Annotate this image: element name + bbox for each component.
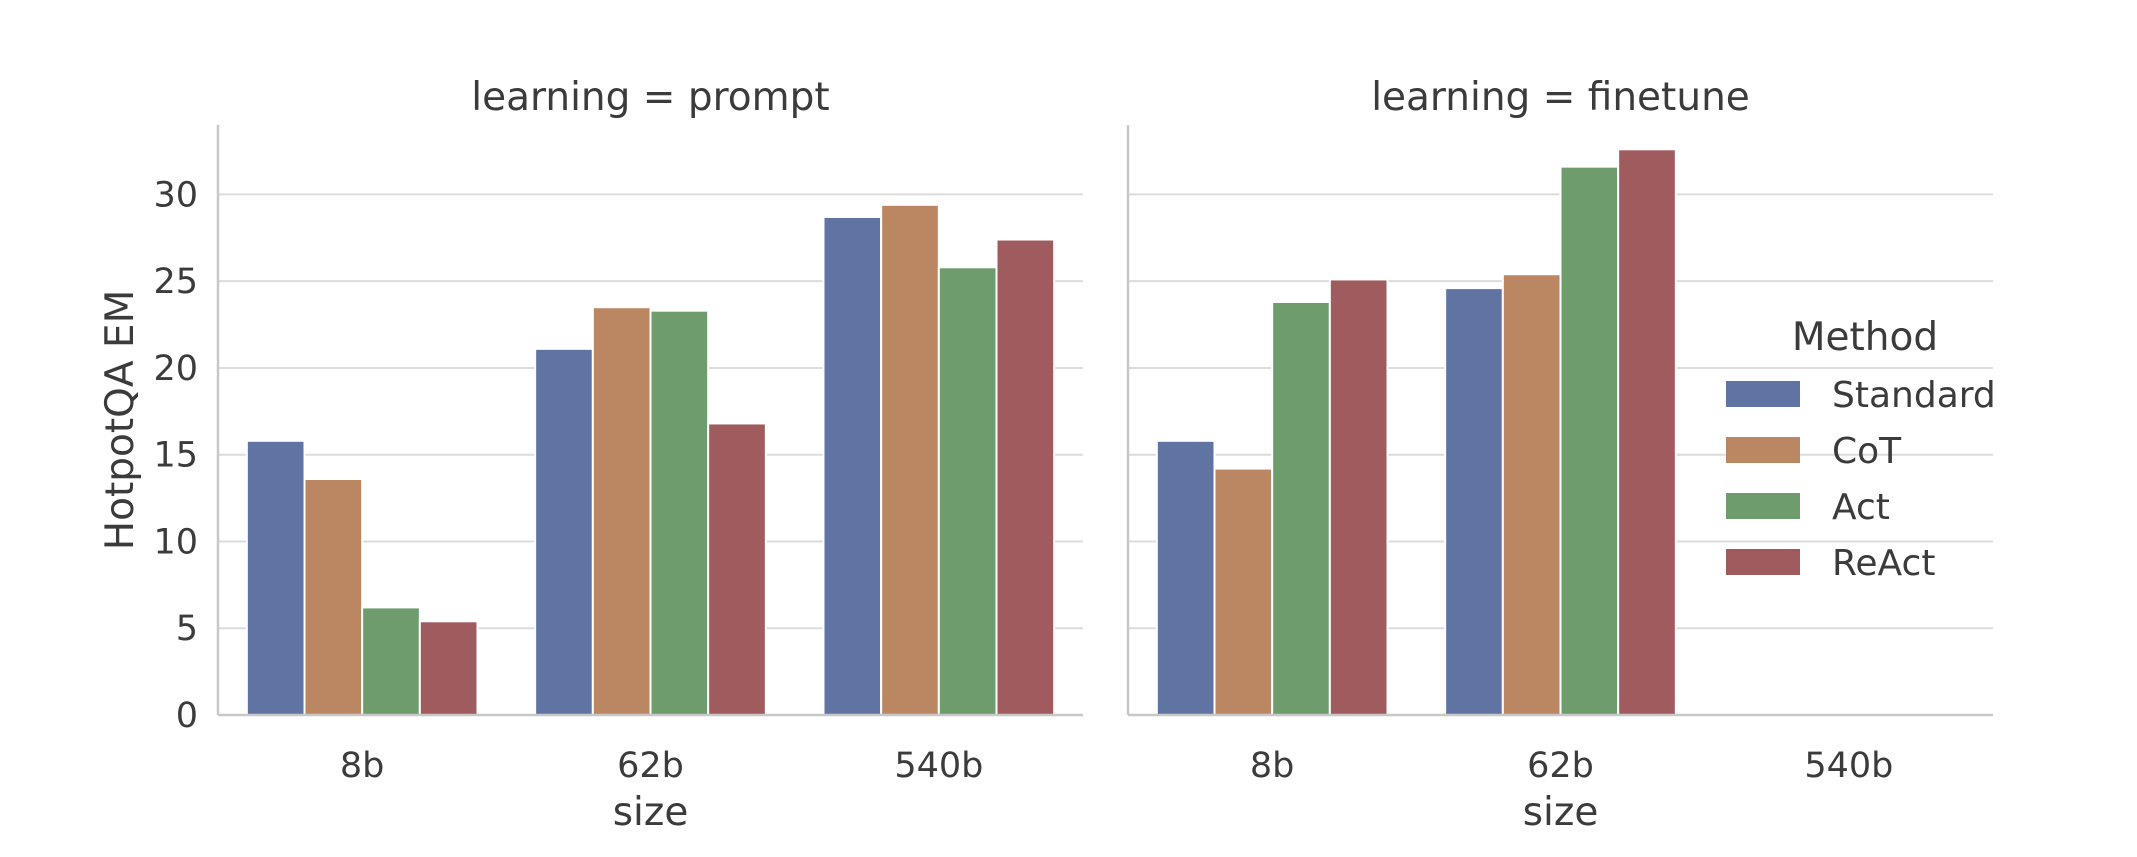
legend-item-standard: Standard	[1726, 375, 1996, 416]
bar-act-8b	[1271, 301, 1331, 716]
panel-title: learning = prompt	[471, 75, 829, 120]
bar-act-540b	[937, 266, 998, 716]
y-tick-label: 5	[176, 609, 198, 649]
bar-standard-540b	[822, 215, 883, 716]
bar-act-8b	[361, 606, 421, 716]
bar-react-62b	[707, 422, 767, 716]
bar-cot-8b	[303, 478, 364, 716]
bar-cot-62b	[591, 306, 652, 716]
x-tick-label-62b: 62b	[617, 746, 684, 786]
bar-react-8b	[1328, 278, 1389, 716]
x-tick-label-62b: 62b	[1527, 746, 1594, 786]
legend-swatch	[1726, 549, 1800, 575]
bar-standard-8b	[245, 439, 306, 716]
legend-swatch	[1726, 437, 1800, 463]
legend-title: Method	[1792, 315, 1938, 360]
legend-item-react: ReAct	[1726, 543, 1935, 584]
legend-label: Act	[1832, 487, 1890, 528]
x-axis-label: size	[613, 790, 689, 835]
legend-label: CoT	[1832, 431, 1902, 472]
x-axis-label: size	[1523, 790, 1599, 835]
y-tick-label: 10	[153, 522, 198, 562]
x-tick-label-540b: 540b	[1804, 746, 1893, 786]
bar-cot-8b	[1213, 467, 1274, 716]
y-tick-label: 30	[153, 175, 198, 215]
y-axis-label: HotpotQA EM	[98, 290, 143, 550]
y-tick-label: 20	[153, 349, 198, 389]
bar-act-62b	[649, 309, 710, 716]
y-tick-label: 0	[176, 696, 198, 736]
bar-standard-62b	[1444, 287, 1504, 716]
y-tick-label: 15	[153, 436, 198, 476]
panel-prompt: 0 5 10 15 20 25 30 8b 62b 540b size HotpotQA EM lear…	[98, 75, 1083, 835]
panel-title: learning = finetune	[1371, 75, 1750, 120]
bar-react-8b	[418, 620, 479, 717]
x-tick-label-540b: 540b	[894, 746, 983, 786]
bar-standard-8b	[1155, 439, 1216, 716]
x-tick-label-8b: 8b	[340, 746, 385, 786]
bar-react-62b	[1617, 148, 1677, 716]
legend-swatch	[1726, 493, 1800, 519]
bar-cot-540b	[880, 203, 940, 717]
chart-legend: Method Standard CoT Act ReAct	[1726, 315, 1996, 584]
legend-swatch	[1726, 381, 1800, 407]
legend-item-act: Act	[1726, 487, 1890, 528]
bar-act-62b	[1559, 165, 1620, 717]
bar-react-540b	[995, 238, 1056, 716]
legend-label: ReAct	[1832, 543, 1935, 584]
bar-standard-62b	[534, 347, 594, 716]
x-tick-label-8b: 8b	[1250, 746, 1295, 786]
legend-label: Standard	[1832, 375, 1996, 416]
panel-finetune: 8b 62b 540b size learning = finetune	[1126, 75, 1993, 835]
legend-item-cot: CoT	[1726, 431, 1902, 472]
chart-panels: 0 5 10 15 20 25 30 8b 62b 540b size HotpotQA EM lear…	[98, 75, 1993, 835]
y-tick-label: 25	[153, 262, 198, 302]
bar-cot-62b	[1501, 273, 1562, 716]
